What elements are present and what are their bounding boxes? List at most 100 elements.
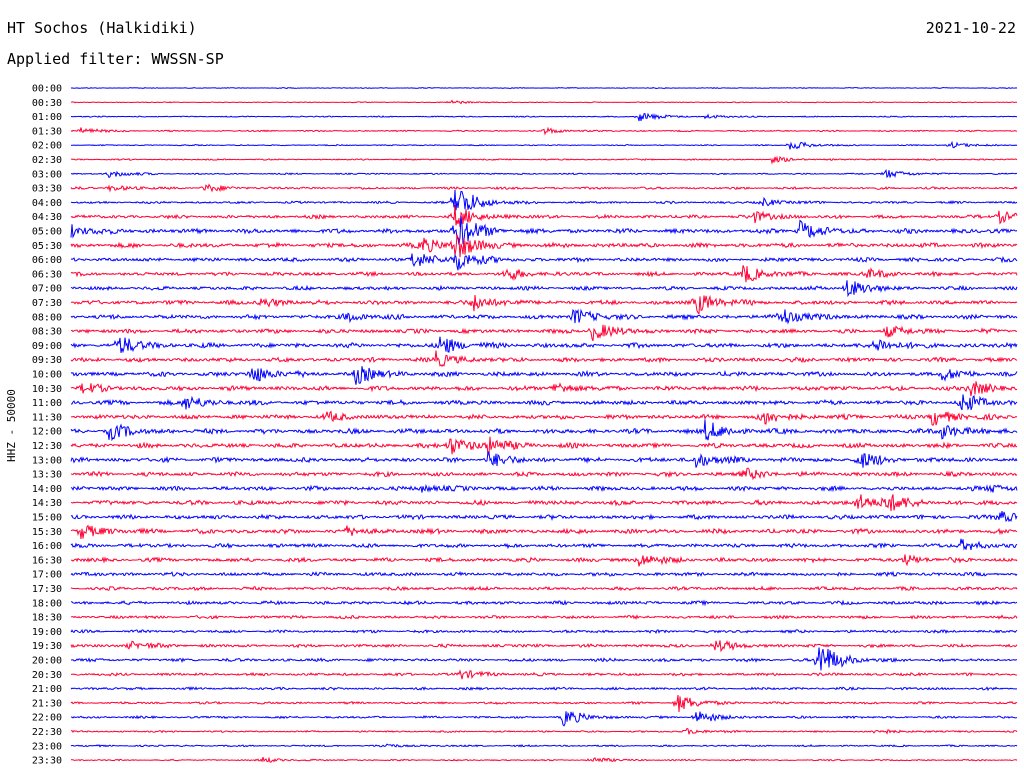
trace-line [70,189,1018,211]
trace-line [70,467,1018,481]
trace-line [70,554,1018,567]
row-time-label: 18:30 [32,613,62,624]
trace-line [70,524,1018,540]
row-time-label: 00:00 [32,84,62,95]
trace-line [70,436,1018,457]
row-time-label: 11:00 [32,398,62,409]
row-time-label: 20:00 [32,656,62,667]
row-time-label: 16:30 [32,555,62,566]
row-time-label: 02:30 [32,155,62,166]
trace-line [70,308,1018,325]
trace-line [70,743,1018,748]
row-time-label: 09:00 [32,341,62,352]
row-time-label: 12:30 [32,441,62,452]
trace-line [70,265,1018,283]
row-time-label: 16:00 [32,541,62,552]
trace-line [70,494,1018,512]
row-time-label: 21:00 [32,684,62,695]
row-time-label: 10:30 [32,384,62,395]
trace-line [70,324,1018,342]
row-time-label: 14:00 [32,484,62,495]
row-time-label: 17:00 [32,570,62,581]
trace-line [70,183,1018,193]
row-time-label: 20:30 [32,670,62,681]
row-time-label: 15:00 [32,513,62,524]
trace-line [70,204,1018,228]
trace-line [70,99,1018,105]
row-time-label: 23:00 [32,741,62,752]
trace-line [70,640,1018,653]
trace-line [70,686,1018,692]
row-time-label: 12:00 [32,427,62,438]
row-time-label: 18:00 [32,598,62,609]
row-time-label: 09:30 [32,355,62,366]
row-time-label: 22:00 [32,713,62,724]
trace-line [70,585,1018,592]
trace-line [70,381,1018,397]
row-time-label: 01:30 [32,126,62,137]
row-time-label: 10:00 [32,370,62,381]
trace-line [70,538,1018,551]
trace-line [70,483,1018,493]
plot-date: 2021-10-22 [925,19,1016,37]
trace-line [70,169,1018,179]
row-time-label: 00:30 [32,98,62,109]
trace-line [70,126,1018,136]
row-time-label: 13:30 [32,470,62,481]
trace-line [70,756,1018,763]
trace-line [70,140,1018,150]
row-time-label: 04:30 [32,212,62,223]
trace-line [70,294,1018,316]
trace-line [70,280,1018,298]
trace-line [70,155,1018,165]
trace-line [70,647,1018,671]
trace-line [70,599,1018,607]
trace-line [70,234,1018,258]
trace-line [70,669,1018,680]
row-time-label: 06:30 [32,269,62,280]
row-time-label: 06:00 [32,255,62,266]
trace-line [70,86,1018,89]
trace-line [70,112,1018,122]
row-time-label: 01:00 [32,112,62,123]
row-time-label: 21:30 [32,698,62,709]
row-time-label: 03:00 [32,169,62,180]
trace-line [70,394,1018,411]
trace-line [70,570,1018,578]
row-time-label: 02:00 [32,141,62,152]
trace-line [70,419,1018,442]
trace-line [70,410,1018,427]
trace-line [70,727,1018,735]
row-time-label: 19:00 [32,627,62,638]
trace-line [70,628,1018,634]
row-time-label: 07:30 [32,298,62,309]
filter-label: Applied filter: WWSSN-SP [7,50,224,68]
row-time-label: 15:30 [32,527,62,538]
trace-line [70,253,1018,271]
trace-line [70,614,1018,620]
trace-line [70,451,1018,468]
trace-line [70,366,1018,385]
row-time-label: 07:00 [32,284,62,295]
row-time-label: 17:30 [32,584,62,595]
row-time-label: 14:30 [32,498,62,509]
row-time-label: 11:30 [32,412,62,423]
trace-line [70,510,1018,523]
row-time-label: 08:00 [32,312,62,323]
station-title: HT Sochos (Halkidiki) [7,19,197,37]
row-time-label: 04:00 [32,198,62,209]
row-time-label: 22:30 [32,727,62,738]
row-time-label: 13:00 [32,455,62,466]
row-time-label: 08:30 [32,327,62,338]
row-time-label: 05:30 [32,241,62,252]
row-time-label: 05:00 [32,227,62,238]
trace-line [70,711,1018,727]
trace-line [70,694,1018,713]
trace-line [70,216,1018,245]
trace-line [70,336,1018,354]
row-time-label: 23:30 [32,756,62,767]
row-time-label: 19:30 [32,641,62,652]
row-time-label: 03:30 [32,184,62,195]
trace-line [70,350,1018,368]
